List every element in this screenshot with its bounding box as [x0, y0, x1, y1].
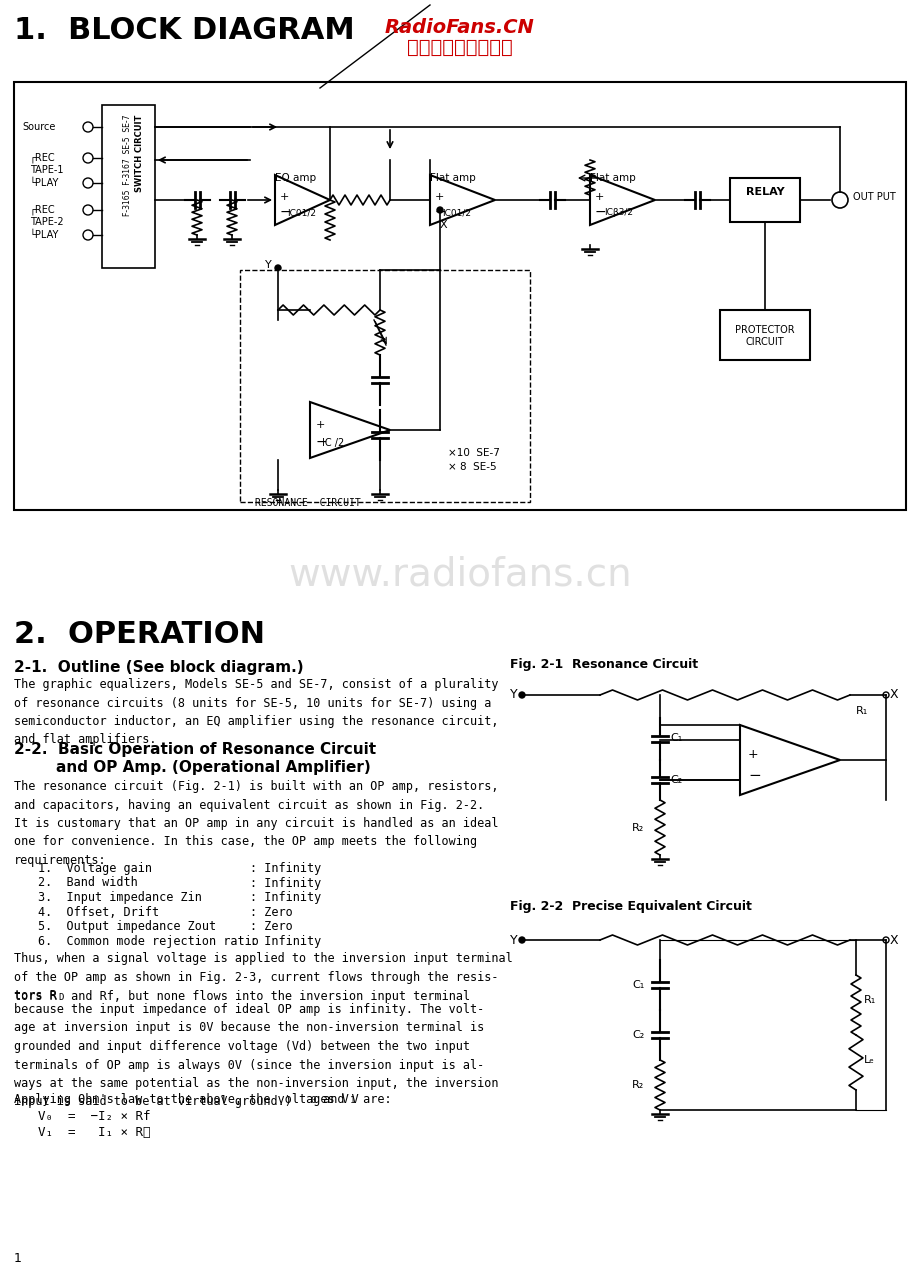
Text: 2-2.  Basic Operation of Resonance Circuit: 2-2. Basic Operation of Resonance Circui…	[14, 742, 376, 757]
Text: www.radiofans.cn: www.radiofans.cn	[288, 555, 631, 593]
Text: RESONANCE  CIRCUIT: RESONANCE CIRCUIT	[255, 498, 360, 509]
Text: 1.  Voltage gain: 1. Voltage gain	[38, 862, 152, 875]
Text: X: X	[889, 689, 897, 702]
Text: −: −	[315, 435, 327, 449]
Text: IC /2: IC /2	[322, 438, 344, 448]
Text: RELAY: RELAY	[745, 187, 784, 197]
Text: and OP Amp. (Operational Amplifier): and OP Amp. (Operational Amplifier)	[14, 760, 370, 775]
Circle shape	[518, 692, 525, 698]
Text: IC01/2: IC01/2	[441, 208, 471, 217]
Text: The resonance circuit (Fig. 2-1) is built with an OP amp, resistors,
and capacit: The resonance circuit (Fig. 2-1) is buil…	[14, 780, 498, 867]
Text: : Infinity: : Infinity	[250, 891, 321, 904]
Text: Fig. 2-1  Resonance Circuit: Fig. 2-1 Resonance Circuit	[509, 658, 698, 671]
Text: are:: are:	[356, 1093, 391, 1106]
Text: −: −	[435, 204, 446, 220]
Bar	[720, 310, 809, 360]
Circle shape	[518, 936, 525, 943]
Text: : Infinity: : Infinity	[250, 934, 321, 948]
Text: +: +	[279, 192, 289, 202]
Text: −: −	[747, 769, 760, 782]
Text: and V: and V	[315, 1093, 358, 1106]
Text: 2.  OPERATION: 2. OPERATION	[14, 620, 265, 649]
Text: V₀  =  −I₂ × Rf: V₀ = −I₂ × Rf	[38, 1111, 151, 1123]
Text: SWITCH CIRCUIT: SWITCH CIRCUIT	[135, 115, 144, 192]
Text: └PLAY: └PLAY	[30, 178, 60, 188]
Text: tors R: tors R	[14, 989, 57, 1003]
Text: R₂: R₂	[631, 1080, 643, 1090]
Text: −: −	[595, 204, 606, 220]
Text: Y: Y	[509, 689, 517, 702]
Text: The graphic equalizers, Models SE-5 and SE-7, consist of a plurality
of resonanc: The graphic equalizers, Models SE-5 and …	[14, 678, 498, 747]
Text: 6.  Common mode rejection ratio: 6. Common mode rejection ratio	[38, 934, 258, 948]
Text: C₂: C₂	[669, 775, 682, 785]
Text: 1: 1	[14, 1252, 22, 1262]
Text: 3.  Input impedance Zin: 3. Input impedance Zin	[38, 891, 201, 904]
Text: Applying Ohm's law to the above, the voltages V: Applying Ohm's law to the above, the vol…	[14, 1093, 348, 1106]
Text: C₂: C₂	[631, 1030, 643, 1040]
Text: ICβ3/2: ICβ3/2	[604, 208, 632, 217]
Text: : Infinity: : Infinity	[250, 862, 321, 875]
Text: because the input impedance of ideal OP amp is infinity. The volt-
age at invers: because the input impedance of ideal OP …	[14, 1003, 498, 1108]
Text: EQ amp: EQ amp	[275, 173, 316, 183]
Text: 1.  BLOCK DIAGRAM: 1. BLOCK DIAGRAM	[14, 16, 355, 45]
Text: : Infinity: : Infinity	[250, 877, 321, 890]
Text: +: +	[435, 192, 444, 202]
Text: : Zero: : Zero	[250, 906, 292, 919]
Text: Y: Y	[509, 934, 517, 946]
Text: C₁: C₁	[631, 981, 643, 989]
Text: └PLAY: └PLAY	[30, 230, 60, 240]
Text: Flat amp: Flat amp	[429, 173, 475, 183]
Text: C₁: C₁	[669, 733, 682, 743]
Text: R₂: R₂	[631, 823, 643, 833]
Text: Lₑ: Lₑ	[863, 1055, 874, 1065]
Text: V₁  =   I₁ × Rᴅ: V₁ = I₁ × Rᴅ	[38, 1126, 151, 1140]
Text: X: X	[889, 934, 897, 946]
Text: 4.  Offset, Drift: 4. Offset, Drift	[38, 906, 159, 919]
Text: 5.  Output impedance Zout: 5. Output impedance Zout	[38, 920, 216, 933]
Text: Source: Source	[22, 122, 55, 133]
Text: R₁: R₁	[855, 705, 868, 716]
Text: Thus, when a signal voltage is applied to the inversion input terminal
of the OP: Thus, when a signal voltage is applied t…	[14, 952, 512, 1002]
Text: D: D	[58, 993, 63, 1002]
Text: +: +	[747, 748, 758, 761]
Text: Y: Y	[265, 260, 271, 270]
Circle shape	[437, 207, 443, 213]
Text: and Rf, but none flows into the inversion input terminal: and Rf, but none flows into the inversio…	[64, 989, 470, 1003]
Text: Flat amp: Flat amp	[589, 173, 635, 183]
Text: ┌REC: ┌REC	[30, 153, 55, 163]
Text: RadioFans.CN: RadioFans.CN	[385, 18, 534, 37]
Text: ×10  SE-7: ×10 SE-7	[448, 448, 499, 458]
Text: 2.  Band width: 2. Band width	[38, 877, 138, 890]
Bar	[240, 270, 529, 502]
Text: +: +	[595, 192, 604, 202]
Text: 收音机爱好者资料库: 收音机爱好者资料库	[407, 38, 512, 57]
Text: IC01/2: IC01/2	[287, 208, 315, 217]
Bar	[14, 82, 905, 510]
Text: X: X	[439, 220, 448, 230]
Text: : Zero: : Zero	[250, 920, 292, 933]
Text: R₁: R₁	[863, 994, 875, 1005]
Text: PROTECTOR
CIRCUIT: PROTECTOR CIRCUIT	[734, 326, 794, 347]
Text: +: +	[315, 420, 325, 430]
Text: TAPE-2: TAPE-2	[30, 217, 63, 227]
Text: OUT PUT: OUT PUT	[852, 192, 895, 202]
Text: 0: 0	[310, 1095, 315, 1106]
Bar	[729, 178, 800, 222]
Text: −: −	[279, 204, 291, 220]
Bar	[102, 105, 154, 268]
Text: F-3165  F-3167  SE-5  SE-7: F-3165 F-3167 SE-5 SE-7	[123, 115, 132, 217]
Text: TAPE-1: TAPE-1	[30, 165, 63, 175]
Circle shape	[275, 265, 280, 271]
Text: ┌REC: ┌REC	[30, 204, 55, 216]
Text: Fig. 2-2  Precise Equivalent Circuit: Fig. 2-2 Precise Equivalent Circuit	[509, 900, 751, 912]
Text: × 8  SE-5: × 8 SE-5	[448, 462, 496, 472]
Text: 1: 1	[349, 1095, 355, 1106]
Text: 2-1.  Outline (See block diagram.): 2-1. Outline (See block diagram.)	[14, 660, 303, 675]
